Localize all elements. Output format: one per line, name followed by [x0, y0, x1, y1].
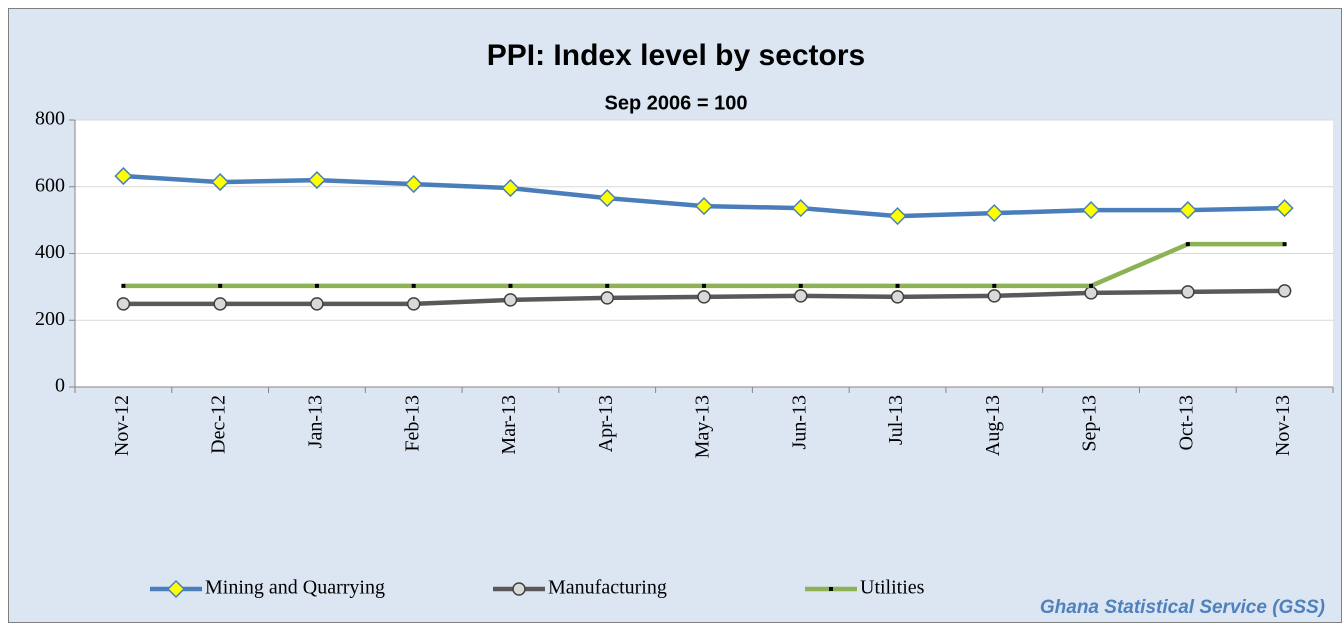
y-tick-label: 200 — [35, 308, 65, 330]
source-annotation: Ghana Statistical Service (GSS) — [1040, 597, 1325, 618]
marker — [798, 283, 803, 288]
y-tick-label: 400 — [35, 241, 65, 263]
marker — [114, 167, 133, 186]
marker — [694, 197, 714, 216]
y-tick-label: 600 — [35, 174, 65, 196]
x-tick-label: Nov-13 — [1272, 395, 1294, 456]
chart-subtitle: Sep 2006 = 100 — [605, 92, 748, 114]
x-tick-label: Dec-12 — [208, 395, 230, 454]
marker — [895, 283, 900, 288]
marker — [702, 283, 706, 288]
marker — [605, 283, 610, 288]
x-tick-label: Jun-13 — [788, 395, 810, 449]
y-tick-label: 800 — [35, 108, 65, 130]
marker — [697, 290, 711, 304]
marker — [1185, 242, 1190, 247]
x-tick-label: May-13 — [692, 395, 714, 458]
x-tick-label: Sep-13 — [1079, 395, 1101, 452]
marker — [600, 291, 614, 305]
marker — [791, 199, 810, 218]
legend-label: Manufacturing — [548, 577, 667, 599]
marker — [211, 173, 230, 192]
marker — [1275, 199, 1294, 218]
x-tick-label: Apr-13 — [595, 395, 617, 452]
marker — [404, 175, 423, 194]
y-tick-label: 0 — [55, 375, 65, 397]
marker — [888, 207, 907, 226]
x-tick-label: Oct-13 — [1175, 395, 1197, 451]
legend-label: Mining and Quarrying — [205, 577, 385, 599]
marker — [985, 204, 1004, 223]
marker — [987, 289, 1002, 303]
marker — [213, 297, 227, 311]
legend-label: Utilities — [860, 577, 925, 599]
x-tick-label: Feb-13 — [401, 395, 423, 452]
marker — [992, 283, 997, 288]
marker — [116, 297, 131, 311]
marker — [503, 293, 518, 307]
marker — [1181, 285, 1195, 299]
marker — [508, 283, 513, 288]
x-tick-label: Jul-13 — [885, 395, 907, 445]
x-tick-label: Nov-12 — [111, 395, 133, 456]
marker — [794, 289, 808, 303]
x-tick-label: Aug-13 — [982, 395, 1004, 456]
marker — [1089, 283, 1094, 288]
marker — [314, 283, 319, 288]
marker — [307, 171, 326, 190]
x-tick-label: Mar-13 — [498, 395, 520, 455]
marker — [1084, 286, 1098, 300]
chart-title: PPI: Index level by sectors — [487, 39, 866, 72]
marker — [406, 297, 421, 311]
marker — [121, 283, 126, 288]
marker — [1282, 242, 1287, 247]
marker — [1082, 201, 1101, 220]
marker — [166, 579, 186, 599]
marker — [512, 582, 526, 596]
marker — [218, 283, 223, 288]
marker — [501, 179, 520, 198]
marker — [890, 290, 905, 304]
marker — [829, 587, 833, 591]
marker — [411, 283, 416, 288]
x-tick-label: Jan-13 — [305, 395, 327, 448]
marker — [598, 189, 617, 208]
marker — [1277, 284, 1292, 298]
marker — [1178, 201, 1197, 220]
marker — [310, 297, 324, 311]
